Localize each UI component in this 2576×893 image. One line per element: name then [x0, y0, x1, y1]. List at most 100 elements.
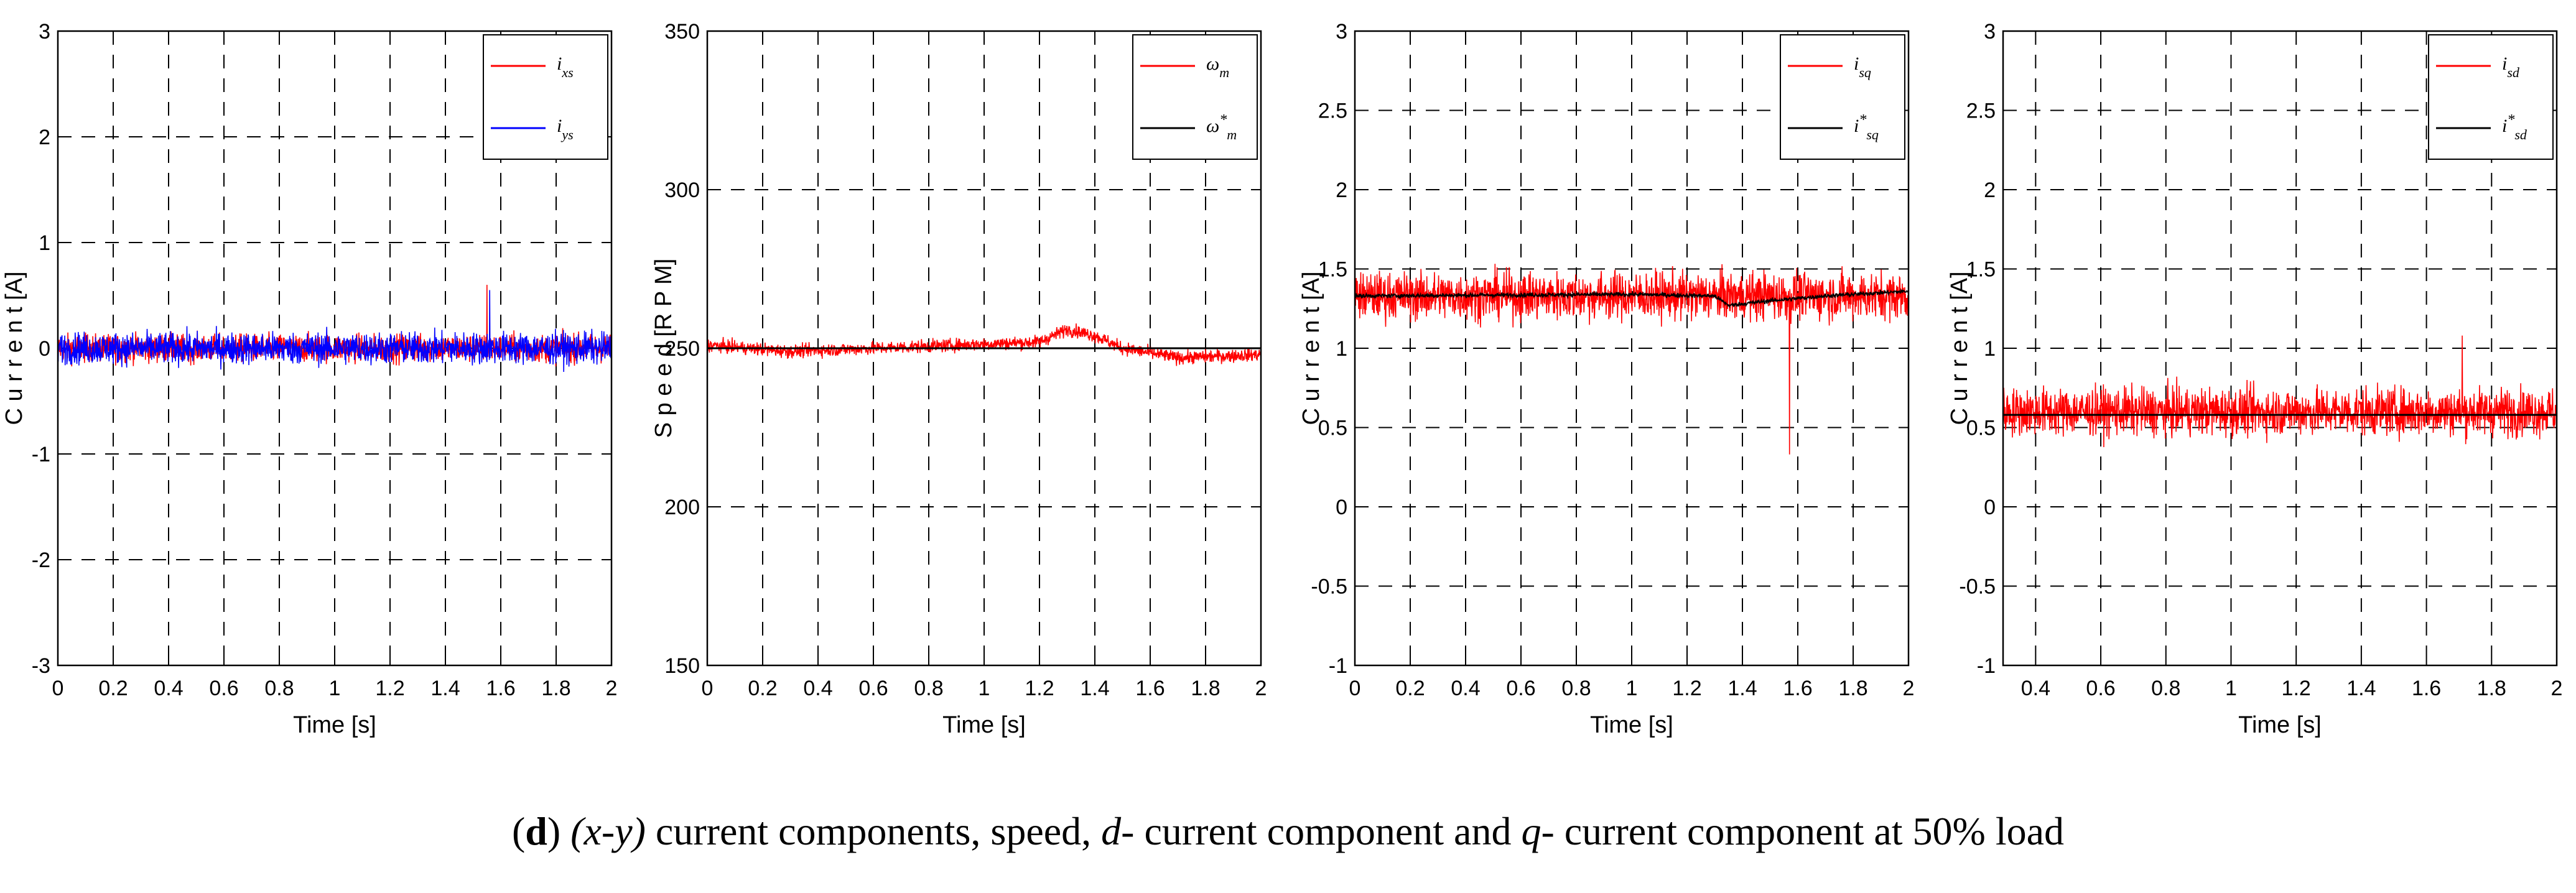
- x-tick-label: 1.6: [1783, 677, 1812, 700]
- y-axis-label: C u r r e n t [A]: [1946, 271, 1973, 425]
- axes-frame: [2002, 30, 2558, 667]
- legend-box: [1132, 34, 1258, 160]
- y-tick-label: 1.5: [1966, 258, 1996, 282]
- chart-panel-2: 0 0.2 0.4 0.6 0.8 1 1.2 1.4 1.6 1.8 2 150 200 250 300 3…: [651, 20, 1267, 738]
- caption-xy: (x-y): [570, 809, 646, 853]
- legend-label-omega_m: ωm: [1206, 53, 1229, 80]
- legend-label-i_sq: isq: [1854, 53, 1871, 80]
- x-tick-label: 0.2: [98, 677, 128, 700]
- series-group: [1355, 264, 1909, 455]
- x-tick-label: 1.4: [1080, 677, 1109, 700]
- y-tick-label: 1: [1984, 337, 1996, 361]
- x-tick-label: 0: [702, 677, 714, 700]
- caption-text-2: - current component and: [1121, 809, 1522, 853]
- series-group: [707, 323, 1261, 366]
- caption-label: d: [525, 809, 547, 853]
- caption-close: ): [547, 809, 561, 853]
- legend-label-i_ys: iys: [557, 116, 574, 142]
- x-tick-label: 1.4: [2346, 677, 2376, 700]
- y-axis-label: C u r r e n t [A]: [1298, 271, 1324, 425]
- y-tick-label: 0: [1336, 496, 1347, 519]
- x-axis-label: Time [s]: [942, 712, 1026, 738]
- x-tick-label: 0.4: [154, 677, 183, 700]
- y-tick-label: 250: [664, 337, 700, 361]
- y-tick-label: 3: [1336, 20, 1347, 44]
- y-tick-label: 0.5: [1966, 417, 1996, 440]
- x-tick-label: 0.8: [2151, 677, 2180, 700]
- caption-open: (: [511, 809, 526, 853]
- caption-text-1: current components, speed,: [645, 809, 1102, 853]
- x-tick-label: 0.2: [748, 677, 777, 700]
- legend: ωm ω*m: [1132, 34, 1258, 160]
- x-tick-label: 1: [2225, 677, 2237, 700]
- x-tick-label: 0.4: [1451, 677, 1480, 700]
- series-group: [2003, 335, 2557, 448]
- y-tick-label: 350: [664, 20, 700, 44]
- x-tick-label: 1: [329, 677, 341, 700]
- x-tick-label: 1.4: [430, 677, 460, 700]
- y-tick-label: -1: [1977, 654, 1996, 678]
- caption-d: d: [1101, 809, 1122, 853]
- y-tick-label: 200: [664, 496, 700, 519]
- x-tick-label: 0.6: [858, 677, 888, 700]
- x-tick-label: 1.8: [541, 677, 570, 700]
- y-tick-label: -1: [32, 443, 50, 466]
- x-tick-label: 0.4: [2021, 677, 2050, 700]
- y-axis-label: C u r r e n t [A]: [1, 271, 27, 425]
- x-tick-label: 1.8: [1191, 677, 1220, 700]
- series-line-omega_m: [707, 323, 1261, 366]
- axes-frame: [706, 30, 1262, 667]
- y-tick-label: 0.5: [1318, 417, 1347, 440]
- x-tick-label: 1.8: [1838, 677, 1867, 700]
- chart-panel-3: 0 0.2 0.4 0.6 0.8 1 1.2 1.4 1.6 1.8 2 -1 -0.5 0 0.5 1 1.…: [1298, 20, 1914, 738]
- x-tick-label: 2: [1255, 677, 1267, 700]
- y-tick-label: -2: [32, 548, 50, 572]
- chart-panel-1: 0 0.2 0.4 0.6 0.8 1 1.2 1.4 1.6 1.8 2 -3 -2 -1 0 1 2 3 Tim…: [1, 20, 617, 738]
- y-tick-label: 2: [39, 126, 50, 149]
- x-tick-label: 1: [979, 677, 990, 700]
- caption-q: q: [1521, 809, 1541, 853]
- legend-label-i_xs: ixs: [557, 53, 574, 80]
- legend-box: [483, 34, 608, 160]
- series-line-i_sq: [1355, 264, 1909, 455]
- y-tick-label: 150: [664, 654, 700, 678]
- y-axis-label: S p e e d [R P M]: [651, 259, 677, 438]
- x-tick-label: 1.2: [2282, 677, 2311, 700]
- x-tick-label: 2: [606, 677, 618, 700]
- y-tick-label: 3: [39, 20, 50, 44]
- y-tick-label: 2: [1984, 178, 1996, 202]
- legend-box: [2428, 34, 2554, 160]
- x-tick-label: 1.4: [1727, 677, 1757, 700]
- y-tick-label: 1: [39, 231, 50, 255]
- y-tick-label: 3: [1984, 20, 1996, 44]
- y-tick-label: 2: [1336, 178, 1347, 202]
- legend-label-i_sq_ref: i*sq: [1854, 112, 1879, 142]
- y-tick-label: -0.5: [1311, 575, 1347, 599]
- y-tick-label: 2.5: [1318, 99, 1347, 123]
- x-axis-label: Time [s]: [1590, 712, 1673, 738]
- x-tick-label: 1.6: [1135, 677, 1165, 700]
- x-tick-label: 0.6: [209, 677, 238, 700]
- x-tick-label: 0.6: [2086, 677, 2115, 700]
- series-line-i_sd: [2003, 335, 2557, 448]
- series-line-i_sq_ref: [1355, 289, 1909, 309]
- x-tick-label: 2: [2551, 677, 2563, 700]
- y-tick-label: 300: [664, 178, 700, 202]
- x-tick-label: 1.2: [1672, 677, 1701, 700]
- x-tick-label: 0.8: [264, 677, 294, 700]
- y-tick-label: 0: [39, 337, 50, 361]
- legend-box: [1780, 34, 1905, 160]
- caption-text-3: - current component at 50% load: [1541, 809, 2065, 853]
- legend-label-i_sd: isd: [2502, 53, 2520, 80]
- x-tick-label: 0.4: [803, 677, 832, 700]
- x-tick-label: 1.2: [1025, 677, 1054, 700]
- x-tick-label: 0: [52, 677, 64, 700]
- y-tick-label: -0.5: [1959, 575, 1996, 599]
- series-group: [58, 284, 611, 372]
- y-tick-label: 0: [1984, 496, 1996, 519]
- x-axis-label: Time [s]: [2238, 712, 2322, 738]
- y-tick-label: -1: [1329, 654, 1347, 678]
- x-tick-label: 0.2: [1395, 677, 1425, 700]
- legend-label-omega_m_ref: ω*m: [1206, 112, 1237, 142]
